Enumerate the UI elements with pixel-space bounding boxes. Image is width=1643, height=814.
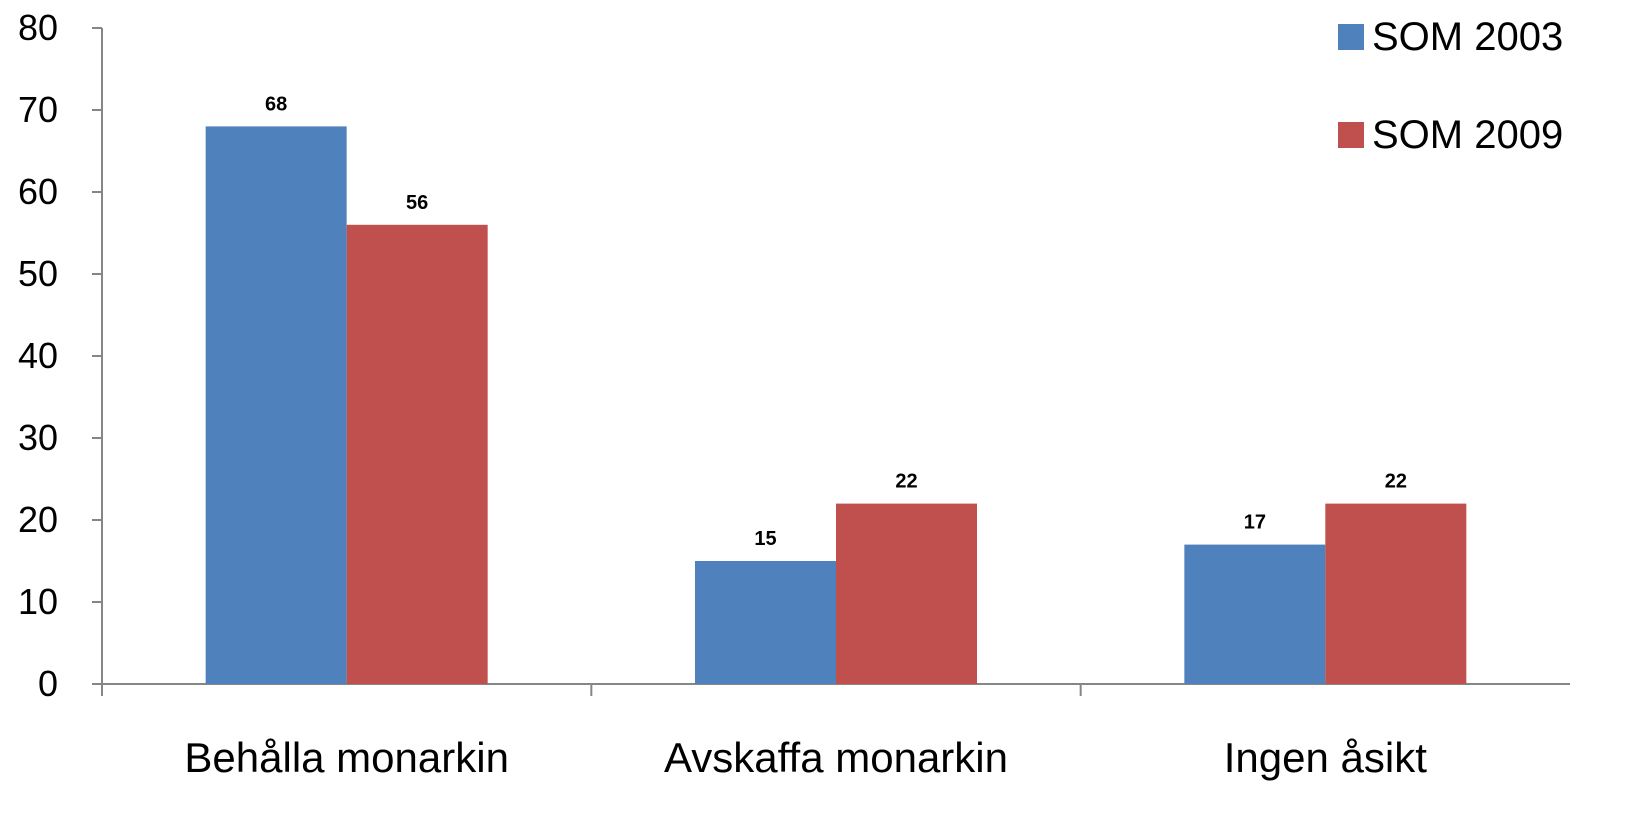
y-tick-label: 0	[38, 663, 58, 704]
y-tick-label: 70	[18, 89, 58, 130]
bar-som-2009	[346, 224, 488, 685]
x-category-label: Behålla monarkin	[184, 734, 509, 781]
bar-som-2003	[205, 126, 347, 684]
data-label: 15	[754, 528, 776, 550]
data-label: 56	[406, 192, 428, 214]
axes: 0 10 20 30 40 50 60 70 80 Behålla monarkin Avskaff…	[18, 7, 1570, 781]
y-tick-label: 50	[18, 253, 58, 294]
data-label: 22	[1385, 471, 1407, 493]
legend-swatch	[1338, 24, 1364, 50]
y-tick-label: 60	[18, 171, 58, 212]
y-tick-label: 10	[18, 581, 58, 622]
bar-som-2003	[695, 561, 836, 684]
bar-som-2009	[836, 503, 977, 684]
data-label: 22	[895, 471, 917, 493]
legend-label: SOM 2003	[1372, 15, 1563, 59]
bar-som-2009	[1325, 503, 1467, 684]
y-tick-label: 40	[18, 335, 58, 376]
y-tick-label: 80	[18, 7, 58, 48]
legend-label: SOM 2009	[1372, 113, 1563, 157]
bars	[205, 126, 1467, 685]
data-labels: 68 56 15 22 17 22	[265, 93, 1407, 550]
legend-swatch	[1338, 122, 1364, 148]
data-label: 17	[1244, 512, 1266, 534]
legend: SOM 2003 SOM 2009	[1338, 15, 1563, 157]
y-tick-label: 20	[18, 499, 58, 540]
bar-som-2003	[1184, 544, 1326, 684]
x-category-label: Ingen åsikt	[1224, 734, 1427, 781]
data-label: 68	[265, 93, 287, 115]
y-tick-label: 30	[18, 417, 58, 458]
x-category-label: Avskaffa monarkin	[664, 734, 1008, 781]
